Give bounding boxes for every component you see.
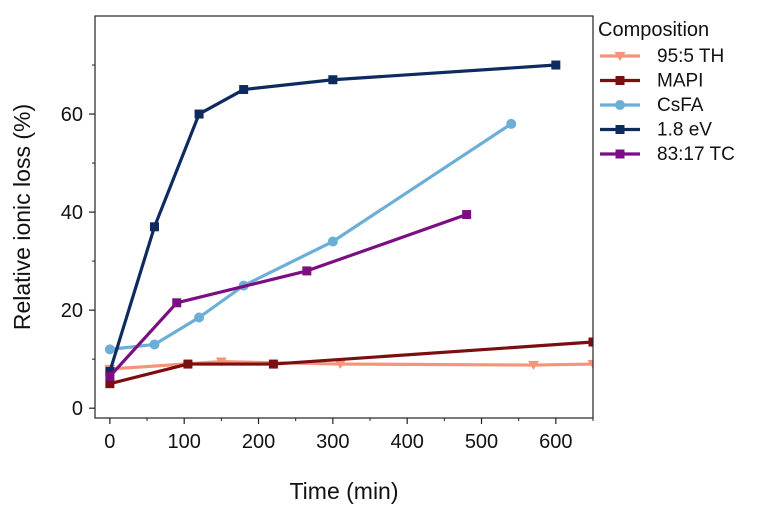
- legend-label-95-5-th: 95:5 TH: [657, 46, 724, 67]
- y-tick-label-60: 60: [61, 104, 83, 126]
- legend-item-83-17-tc: 83:17 TC: [600, 144, 735, 165]
- legend-item-csfa: CsFA: [600, 95, 704, 116]
- series-line-83-17-tc: [108, 212, 469, 378]
- legend-swatch-marker-mapi: [615, 76, 625, 85]
- data-point-83-17-tc-0: [105, 371, 115, 381]
- series-line-1-8-ev: [108, 63, 558, 374]
- data-point-mapi-2: [268, 359, 278, 369]
- y-tick-label-20: 20: [61, 300, 83, 322]
- data-point-mapi-3: [588, 337, 593, 347]
- data-point-1-8-ev-1: [149, 222, 159, 232]
- legend-item-mapi: MAPI: [600, 71, 703, 92]
- data-point-95-5-th-1: [215, 357, 227, 367]
- data-point-csfa-2: [194, 312, 205, 323]
- series-csfa: [104, 118, 517, 355]
- y-tick-label-40: 40: [61, 202, 83, 224]
- legend-label-csfa: CsFA: [657, 95, 704, 116]
- ticks-layer: 0 100 200 300 400 500 600 0 20 40 60: [61, 64, 594, 453]
- series-line-csfa: [108, 122, 513, 351]
- x-tick-label-300: 300: [316, 431, 349, 453]
- legend-label-1-8-ev: 1.8 eV: [657, 120, 712, 141]
- series-mapi: [105, 337, 593, 389]
- y-tick-label-0: 0: [72, 398, 83, 420]
- x-tick-label-600: 600: [539, 431, 572, 453]
- data-point-1-8-ev-4: [328, 75, 338, 85]
- series-layer: [104, 60, 593, 389]
- series-line-mapi: [108, 340, 593, 386]
- data-point-1-8-ev-2: [194, 109, 204, 119]
- data-point-mapi-0: [105, 379, 115, 389]
- data-point-1-8-ev-0: [105, 366, 115, 376]
- data-point-83-17-tc-3: [462, 210, 472, 220]
- x-axis-label: Time (min): [289, 478, 398, 504]
- data-point-csfa-5: [506, 118, 517, 129]
- x-tick-label-0: 0: [104, 431, 115, 453]
- legend-swatch-marker-95-5-th: [614, 51, 626, 61]
- data-point-1-8-ev-5: [551, 60, 561, 70]
- legend-swatch-marker-83-17-tc: [615, 149, 625, 159]
- legend: Composition 95:5 TH MAPI CsFA 1.8 eV 83:17 T…: [598, 19, 735, 165]
- x-tick-label-200: 200: [242, 431, 275, 453]
- legend-swatch-marker-1-8-ev: [615, 125, 625, 134]
- data-point-csfa-1: [149, 339, 160, 350]
- data-point-csfa-4: [327, 236, 338, 247]
- series-1-8-ev: [105, 60, 561, 376]
- data-point-95-5-th-4: [587, 359, 593, 370]
- data-point-95-5-th-3: [528, 360, 540, 371]
- legend-label-83-17-tc: 83:17 TC: [657, 144, 735, 165]
- x-tick-label-500: 500: [465, 431, 498, 453]
- data-point-83-17-tc-1: [172, 298, 182, 308]
- data-point-95-5-th-2: [334, 359, 346, 370]
- x-tick-label-100: 100: [168, 431, 201, 453]
- data-point-1-8-ev-3: [239, 85, 249, 95]
- legend-item-1-8-ev: 1.8 eV: [600, 120, 712, 141]
- legend-item-95-5-th: 95:5 TH: [600, 46, 724, 67]
- plot-frame: [94, 15, 594, 419]
- series-83-17-tc: [105, 210, 472, 381]
- data-point-mapi-1: [183, 359, 193, 369]
- y-axis-label: Relative ionic loss (%): [9, 104, 35, 330]
- legend-label-mapi: MAPI: [657, 71, 703, 92]
- legend-swatch-marker-csfa: [615, 100, 625, 110]
- data-point-csfa-0: [104, 344, 115, 355]
- x-tick-label-400: 400: [390, 431, 423, 453]
- data-point-83-17-tc-2: [302, 266, 312, 276]
- legend-title: Composition: [598, 19, 709, 41]
